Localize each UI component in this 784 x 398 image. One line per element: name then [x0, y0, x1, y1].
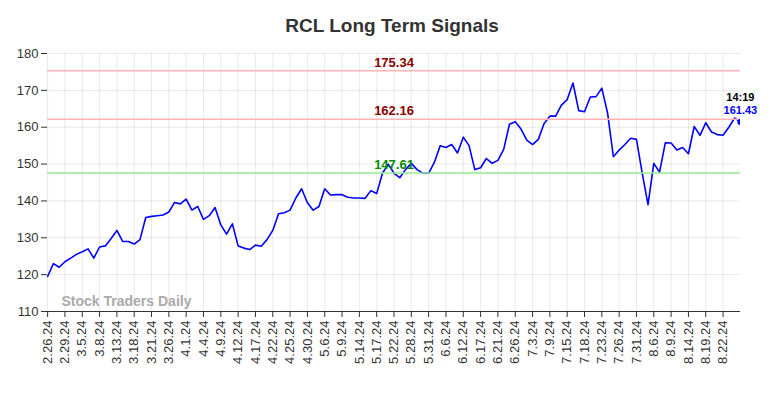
svg-text:5.9.24: 5.9.24 — [334, 321, 349, 357]
svg-text:5.31.24: 5.31.24 — [421, 321, 436, 364]
svg-text:4.30.24: 4.30.24 — [300, 321, 315, 364]
svg-text:4.12.24: 4.12.24 — [230, 321, 245, 364]
svg-text:162.16: 162.16 — [374, 103, 414, 118]
svg-text:8.6.24: 8.6.24 — [646, 321, 661, 357]
svg-text:5.6.24: 5.6.24 — [317, 321, 332, 357]
svg-text:160: 160 — [17, 119, 39, 134]
svg-text:4.25.24: 4.25.24 — [282, 321, 297, 364]
svg-text:4.4.24: 4.4.24 — [196, 321, 211, 357]
svg-text:7.26.24: 7.26.24 — [611, 321, 626, 364]
svg-text:3.8.24: 3.8.24 — [92, 321, 107, 357]
svg-text:6.21.24: 6.21.24 — [490, 321, 505, 364]
svg-text:5.17.24: 5.17.24 — [369, 321, 384, 364]
svg-text:170: 170 — [17, 83, 39, 98]
svg-text:4.17.24: 4.17.24 — [248, 321, 263, 364]
svg-text:8.19.24: 8.19.24 — [698, 321, 713, 364]
svg-text:110: 110 — [18, 304, 39, 319]
svg-text:6.17.24: 6.17.24 — [473, 321, 488, 364]
svg-text:3.21.24: 3.21.24 — [144, 321, 159, 364]
svg-text:4.1.24: 4.1.24 — [178, 321, 193, 357]
svg-text:2.29.24: 2.29.24 — [57, 321, 72, 364]
svg-text:130: 130 — [17, 230, 39, 245]
svg-text:140: 140 — [17, 193, 39, 208]
svg-text:5.28.24: 5.28.24 — [403, 321, 418, 364]
html-text:RCL Long Term Signals: RCL Long Term Signals — [285, 15, 499, 36]
svg-text:5.14.24: 5.14.24 — [352, 321, 367, 364]
svg-text:14:19: 14:19 — [726, 91, 754, 103]
svg-text:4.9.24: 4.9.24 — [213, 321, 228, 357]
svg-text:147.61: 147.61 — [374, 157, 414, 172]
svg-text:4.22.24: 4.22.24 — [265, 321, 280, 364]
svg-text:175.34: 175.34 — [374, 55, 415, 70]
svg-text:180: 180 — [17, 46, 39, 61]
svg-text:7.9.24: 7.9.24 — [542, 321, 557, 357]
svg-text:7.23.24: 7.23.24 — [594, 321, 609, 364]
svg-text:5.22.24: 5.22.24 — [386, 321, 401, 364]
svg-text:120: 120 — [17, 267, 39, 282]
svg-text:3.5.24: 3.5.24 — [74, 321, 89, 357]
svg-text:3.26.24: 3.26.24 — [161, 321, 176, 364]
svg-text:6.12.24: 6.12.24 — [455, 321, 470, 364]
svg-text:161.43: 161.43 — [724, 104, 758, 116]
svg-text:6.26.24: 6.26.24 — [507, 321, 522, 364]
svg-text:150: 150 — [17, 156, 39, 171]
svg-text:2.26.24: 2.26.24 — [40, 321, 55, 364]
svg-text:7.31.24: 7.31.24 — [629, 321, 644, 364]
svg-text:8.9.24: 8.9.24 — [663, 321, 678, 357]
svg-text:7.18.24: 7.18.24 — [577, 321, 592, 364]
svg-text:6.6.24: 6.6.24 — [438, 321, 453, 357]
svg-text:8.14.24: 8.14.24 — [681, 321, 696, 364]
svg-text:3.18.24: 3.18.24 — [126, 321, 141, 364]
svg-text:Stock Traders Daily: Stock Traders Daily — [62, 293, 192, 309]
svg-text:8.22.24: 8.22.24 — [715, 321, 730, 364]
svg-text:7.15.24: 7.15.24 — [559, 321, 574, 364]
svg-text:7.3.24: 7.3.24 — [525, 321, 540, 357]
svg-text:3.13.24: 3.13.24 — [109, 321, 124, 364]
